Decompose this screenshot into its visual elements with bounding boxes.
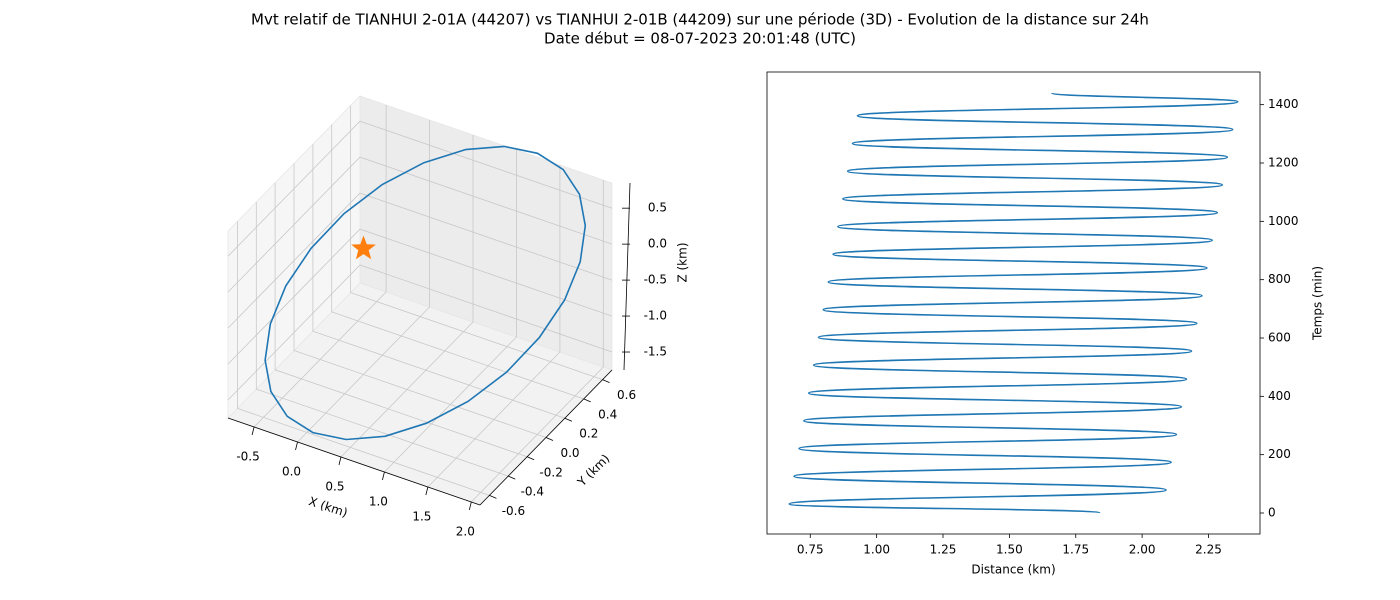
distance-line	[788, 92, 1239, 514]
y-tick-label: 0.2	[579, 427, 598, 441]
y-tick	[602, 379, 610, 384]
x-tick	[251, 426, 255, 436]
z-axis-label: Z (km)	[676, 242, 690, 282]
y-tick-label: 200	[1268, 447, 1291, 461]
grid-line	[236, 221, 490, 496]
x-tick-label: 1.50	[996, 543, 1023, 557]
z-axis	[623, 182, 631, 371]
x-tick-label: 1.25	[930, 543, 957, 557]
y-tick	[564, 417, 573, 422]
grid-line	[293, 163, 547, 438]
x-tick-label: 1.75	[1062, 543, 1089, 557]
plot-frame	[766, 71, 1261, 535]
grid-line	[427, 165, 561, 488]
x-tick-label: 2.0	[456, 525, 475, 539]
y-tick	[545, 437, 554, 441]
grid-line	[253, 105, 387, 428]
grid-line	[274, 182, 528, 458]
x-axis-label: Distance (km)	[971, 563, 1055, 577]
y-axis-label: Temps (min)	[1311, 266, 1325, 341]
y-tick	[526, 456, 535, 461]
x-axis	[227, 417, 481, 506]
orbit-line	[264, 145, 587, 441]
y-tick-label: 0.4	[598, 407, 617, 421]
x-tick	[382, 471, 385, 481]
z-tick-label: -1.5	[644, 345, 667, 359]
y-tick-label: -0.2	[539, 465, 562, 479]
y-tick-label: 1200	[1268, 156, 1299, 170]
x-tick-label: 1.0	[369, 495, 388, 509]
x-tick-label: 1.5	[412, 510, 431, 524]
grid-line	[227, 192, 613, 329]
grid-line	[384, 150, 517, 473]
z-tick-label: 0.5	[648, 201, 667, 215]
grid-line	[227, 156, 613, 293]
y-tick	[508, 475, 516, 480]
z-tick-label: 0.0	[648, 237, 667, 251]
y-tick	[583, 398, 591, 403]
x-tick-label: 1.00	[863, 543, 890, 557]
grid-line	[297, 120, 430, 443]
y-tick-label: 1000	[1268, 214, 1299, 228]
grid-line	[255, 202, 509, 477]
x-tick	[425, 486, 429, 496]
grid-line	[227, 120, 613, 257]
y-tick-label: 0.6	[617, 388, 636, 402]
x-tick-label: 2.00	[1129, 543, 1156, 557]
grid-line	[471, 180, 604, 503]
x-tick-label: -0.5	[236, 450, 259, 464]
y-tick-label: 600	[1268, 331, 1291, 345]
y-tick-label: 1400	[1268, 97, 1299, 111]
star-marker	[351, 235, 376, 260]
y-tick-label: 0	[1268, 506, 1276, 520]
x-tick-label: 0.0	[282, 465, 301, 479]
grid-line	[350, 105, 603, 380]
x-tick-label: 0.75	[797, 543, 824, 557]
y-tick	[489, 494, 497, 499]
y-tick-label: 400	[1268, 389, 1291, 403]
grid-line	[227, 264, 613, 401]
figure-title: Mvt relatif de TIANHUI 2-01A (44207) vs …	[251, 11, 1149, 29]
y-tick-label: 800	[1268, 272, 1291, 286]
x-tick-label: 2.25	[1195, 543, 1222, 557]
x-tick	[338, 456, 342, 466]
z-tick-label: -0.5	[644, 273, 667, 287]
z-tick-label: -1.0	[644, 309, 667, 323]
y-tick-label: -0.4	[521, 485, 544, 499]
y-tick-label: 0.0	[560, 446, 579, 460]
grid-line	[340, 135, 474, 458]
y-axis	[479, 369, 613, 506]
x-tick-label: 0.5	[325, 480, 344, 494]
y-tick-label: -0.6	[502, 504, 525, 518]
figure-subtitle: Date début = 08-07-2023 20:01:48 (UTC)	[544, 30, 856, 48]
x-tick	[295, 441, 298, 451]
x-tick	[468, 501, 472, 511]
grid-line	[312, 144, 566, 419]
grid-line	[331, 124, 584, 400]
